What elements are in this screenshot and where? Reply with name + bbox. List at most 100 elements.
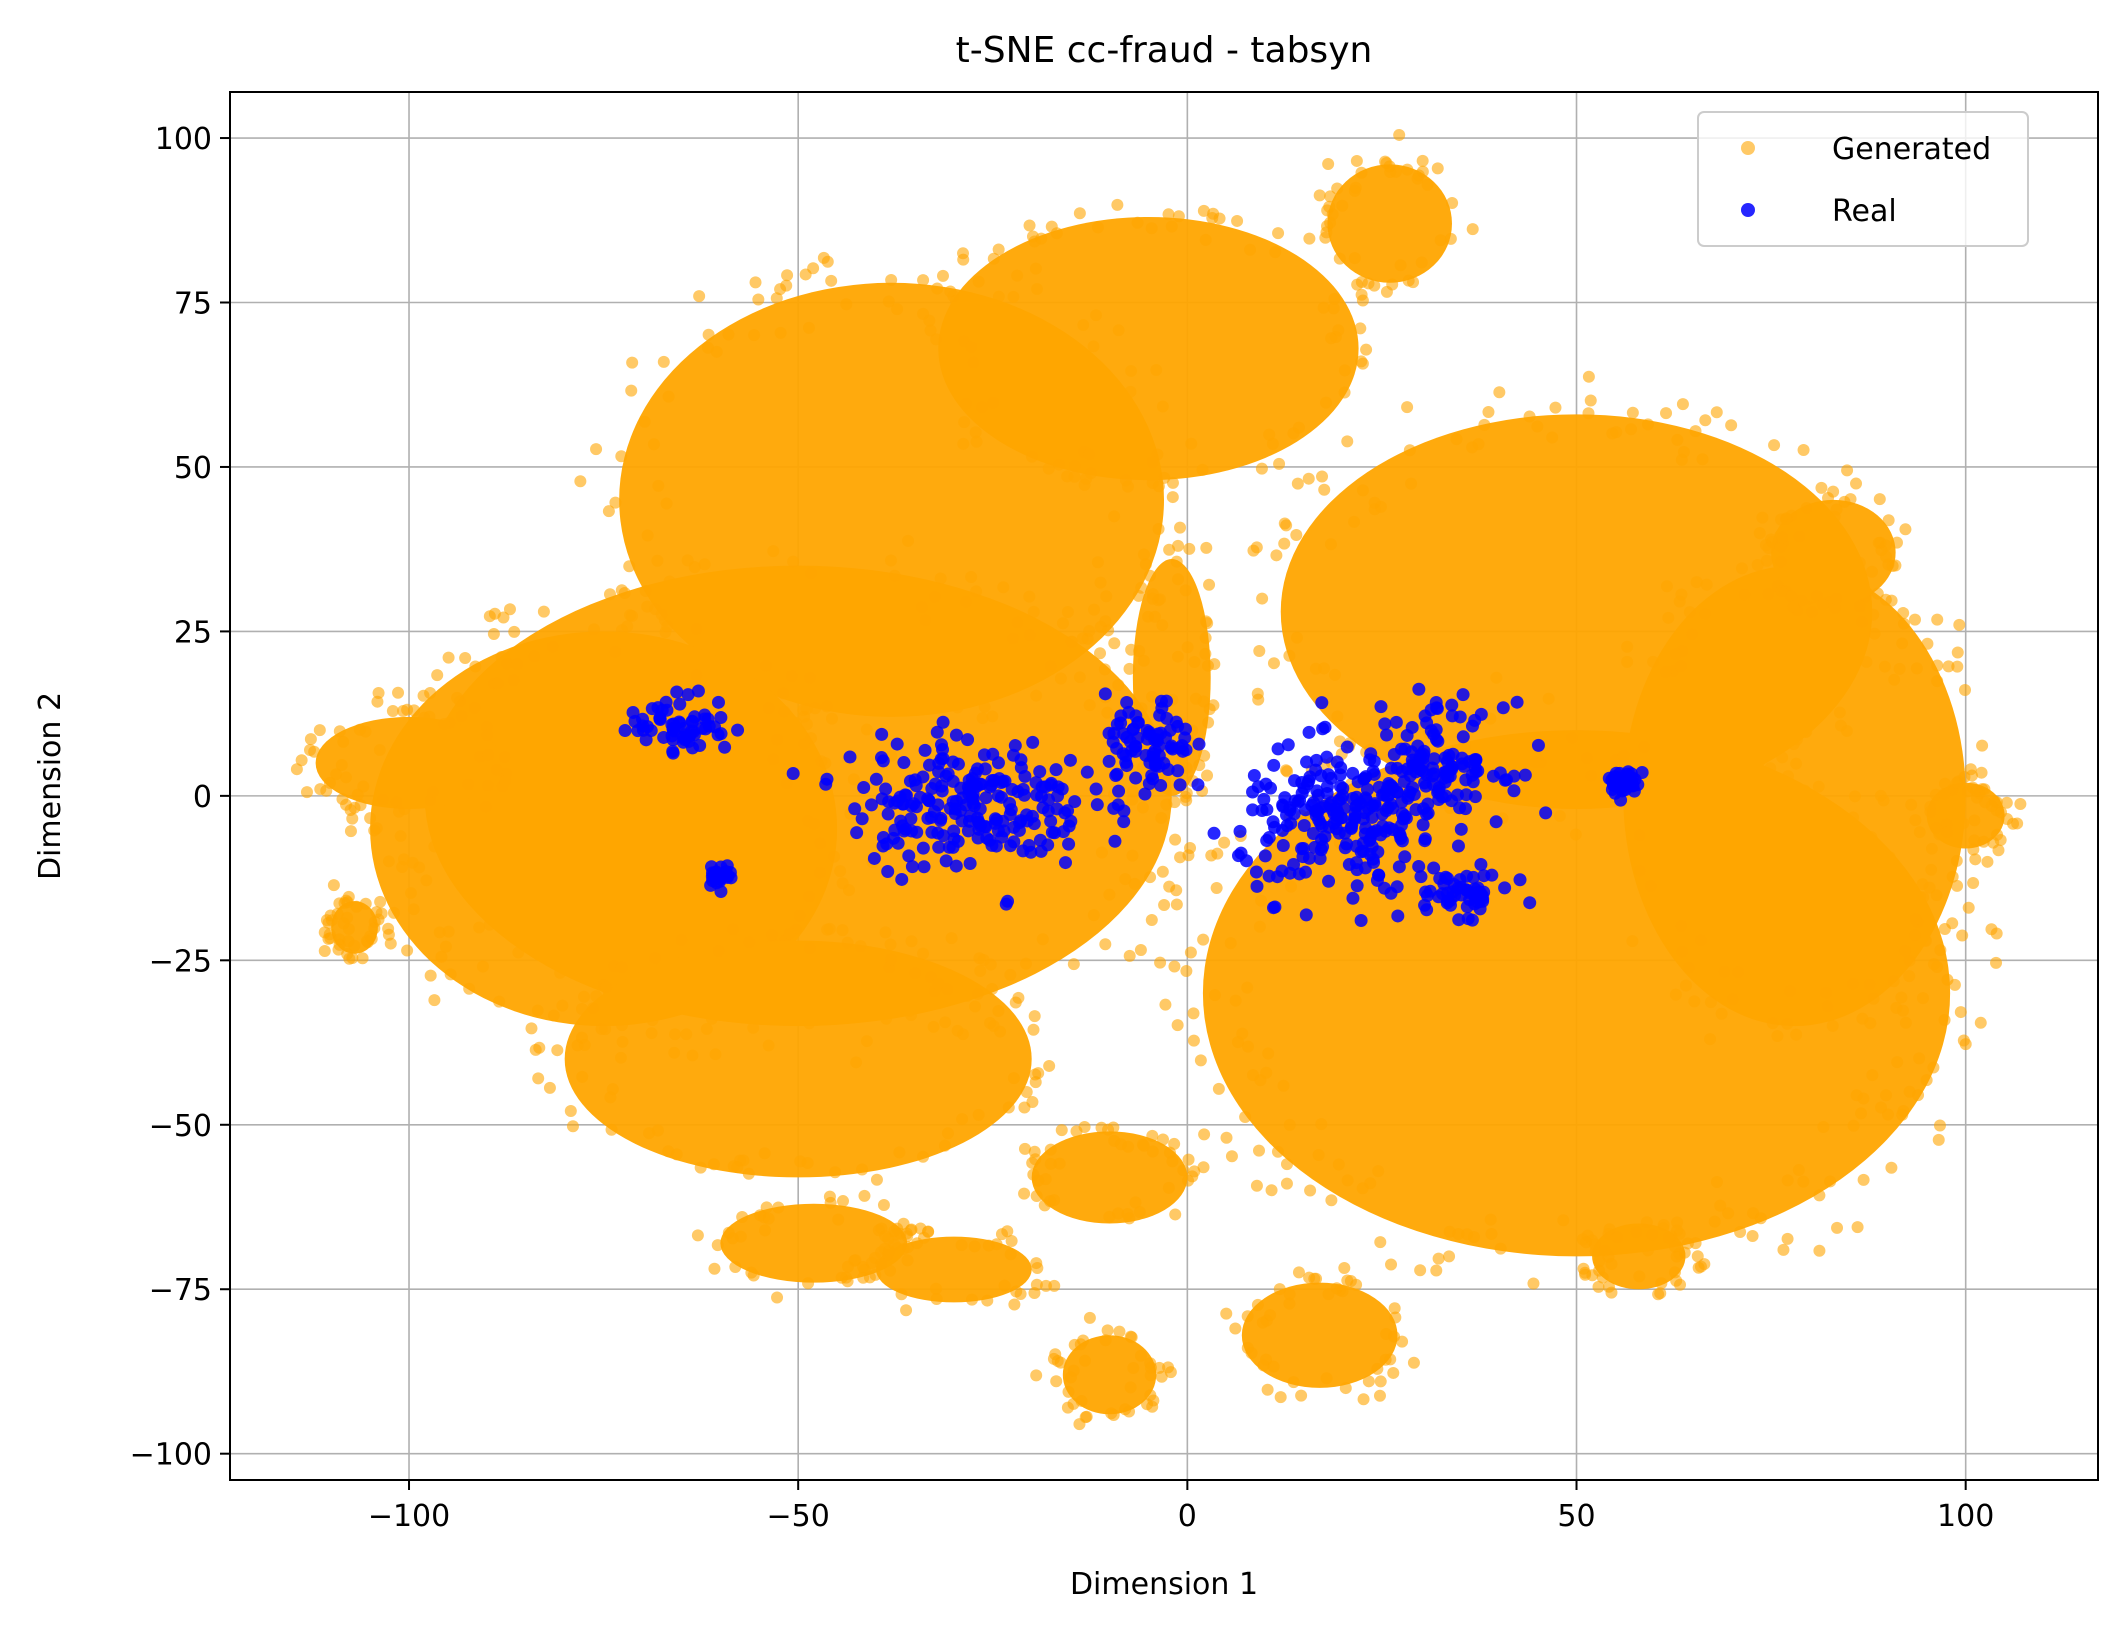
generated-point (984, 1017, 997, 1030)
real-point (1513, 873, 1527, 887)
generated-point (341, 911, 354, 924)
generated-point (1253, 645, 1266, 658)
generated-point (1018, 1142, 1031, 1155)
generated-point (1598, 1244, 1611, 1257)
real-point (1246, 785, 1260, 799)
generated-point (1994, 834, 2007, 847)
generated-point (1957, 1034, 1970, 1047)
generated-point (1166, 491, 1179, 504)
generated-point (1356, 357, 1369, 370)
generated-point (1781, 1232, 1794, 1245)
generated-point (1927, 1061, 1940, 1074)
generated-point (1699, 608, 1712, 621)
real-point (1267, 758, 1281, 772)
real-point (967, 799, 981, 813)
generated-point (451, 691, 464, 704)
real-point (1178, 722, 1192, 736)
generated-point (1193, 759, 1206, 772)
generated-point (1871, 587, 1884, 600)
real-point (688, 710, 702, 724)
generated-point (1338, 364, 1351, 377)
generated-point (1078, 1354, 1091, 1367)
generated-point (1081, 632, 1094, 645)
generated-point (1542, 692, 1555, 705)
real-point (1173, 778, 1187, 792)
real-point (936, 829, 950, 843)
real-point (1068, 795, 1082, 809)
generated-point (356, 952, 369, 965)
real-point (1420, 903, 1434, 917)
generated-point (1350, 154, 1363, 167)
real-point (1378, 717, 1392, 731)
generated-point (825, 712, 838, 725)
generated-point (1119, 474, 1132, 487)
real-point (1106, 735, 1120, 749)
generated-point (1970, 784, 1983, 797)
generated-point (1083, 1311, 1096, 1324)
generated-point (1170, 884, 1183, 897)
generated-point (1127, 1362, 1140, 1375)
generated-point (1005, 1234, 1018, 1247)
generated-point (837, 1195, 850, 1208)
real-point (1056, 825, 1070, 839)
generated-point (1913, 1052, 1926, 1065)
generated-point (1896, 1108, 1909, 1121)
generated-point (1866, 1069, 1879, 1082)
generated-point (1908, 929, 1921, 942)
generated-point (1333, 252, 1346, 265)
real-point (1171, 764, 1185, 778)
generated-point (528, 650, 541, 663)
generated-point (1172, 573, 1185, 586)
real-point (941, 767, 955, 781)
generated-point (1322, 158, 1335, 171)
generated-point (525, 1022, 538, 1035)
generated-point (1029, 262, 1042, 275)
real-point (1006, 748, 1020, 762)
generated-point (1722, 1207, 1735, 1220)
generated-point (1585, 769, 1598, 782)
generated-point (981, 1294, 994, 1307)
generated-point (1208, 989, 1221, 1002)
real-point (939, 854, 953, 868)
generated-point (1068, 1338, 1081, 1351)
generated-point (1095, 1121, 1108, 1134)
generated-point (693, 290, 706, 303)
generated-point (778, 705, 791, 718)
generated-point (392, 805, 405, 818)
real-point (1518, 768, 1532, 782)
generated-point (1158, 471, 1171, 484)
real-point (1255, 804, 1269, 818)
generated-point (615, 961, 628, 974)
generated-point (1328, 292, 1341, 305)
real-point (1033, 833, 1047, 847)
generated-point (1990, 956, 2003, 969)
real-point (1523, 896, 1537, 910)
generated-point (1626, 406, 1639, 419)
generated-point (1846, 977, 1859, 990)
real-point (1349, 839, 1363, 853)
generated-point (1180, 965, 1193, 978)
generated-point (587, 1002, 600, 1015)
generated-point (1331, 710, 1344, 723)
generated-point (1241, 981, 1254, 994)
generated-point (1144, 1389, 1157, 1402)
generated-point (1198, 1128, 1211, 1141)
generated-point (995, 1228, 1008, 1241)
generated-point (376, 793, 389, 806)
generated-point (1084, 467, 1097, 480)
real-point (1419, 885, 1433, 899)
generated-point (1174, 521, 1187, 534)
generated-cluster (1241, 1282, 1398, 1388)
generated-point (370, 822, 383, 835)
generated-point (590, 443, 603, 456)
generated-point (1676, 945, 1689, 958)
generated-point (1048, 1279, 1061, 1292)
real-point (1469, 753, 1483, 767)
generated-point (1771, 1030, 1784, 1043)
generated-point (1166, 476, 1179, 489)
generated-point (729, 1260, 742, 1273)
generated-point (1010, 1285, 1023, 1298)
generated-point (1280, 1158, 1293, 1171)
generated-point (1821, 1000, 1834, 1013)
generated-point (1484, 1213, 1497, 1226)
